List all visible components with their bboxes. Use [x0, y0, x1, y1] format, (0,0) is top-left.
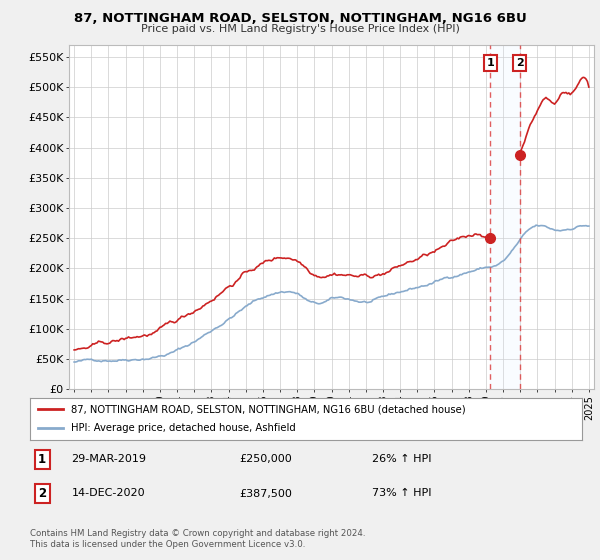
Text: 73% ↑ HPI: 73% ↑ HPI	[372, 488, 432, 498]
Text: 2: 2	[515, 58, 523, 68]
Text: 29-MAR-2019: 29-MAR-2019	[71, 454, 146, 464]
Text: Contains HM Land Registry data © Crown copyright and database right 2024.
This d: Contains HM Land Registry data © Crown c…	[30, 529, 365, 549]
Text: 1: 1	[38, 453, 46, 466]
Text: 14-DEC-2020: 14-DEC-2020	[71, 488, 145, 498]
Text: £250,000: £250,000	[240, 454, 293, 464]
Text: £387,500: £387,500	[240, 488, 293, 498]
Bar	[490, 45, 520, 389]
Text: HPI: Average price, detached house, Ashfield: HPI: Average price, detached house, Ashf…	[71, 423, 296, 433]
Text: 87, NOTTINGHAM ROAD, SELSTON, NOTTINGHAM, NG16 6BU: 87, NOTTINGHAM ROAD, SELSTON, NOTTINGHAM…	[74, 12, 526, 25]
Text: Price paid vs. HM Land Registry's House Price Index (HPI): Price paid vs. HM Land Registry's House …	[140, 24, 460, 34]
Text: 2: 2	[38, 487, 46, 500]
Text: 26% ↑ HPI: 26% ↑ HPI	[372, 454, 432, 464]
Text: 87, NOTTINGHAM ROAD, SELSTON, NOTTINGHAM, NG16 6BU (detached house): 87, NOTTINGHAM ROAD, SELSTON, NOTTINGHAM…	[71, 404, 466, 414]
Text: 1: 1	[487, 58, 494, 68]
